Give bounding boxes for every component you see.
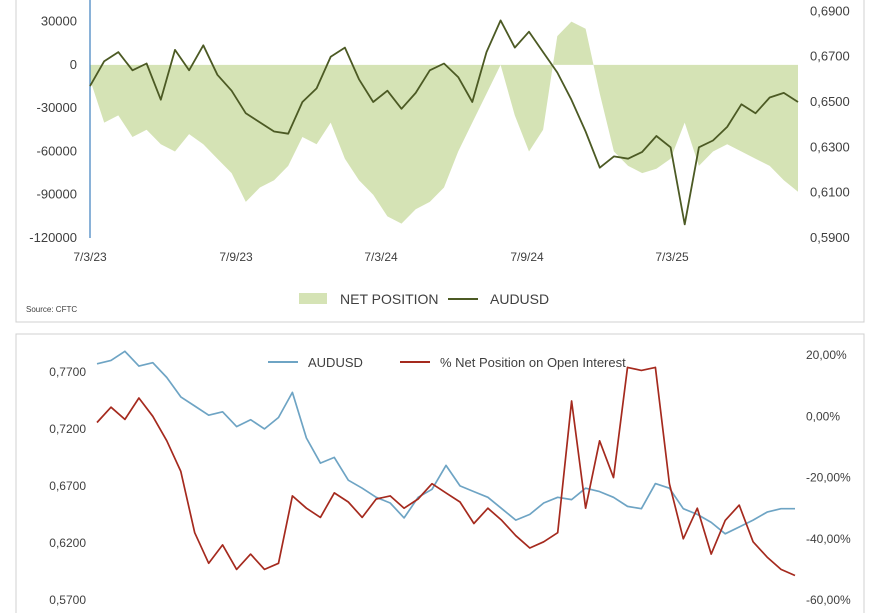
x-tick-label: 7/9/24 xyxy=(510,250,544,264)
x-tick-label: 7/3/25 xyxy=(655,250,689,264)
left-tick-label-2: 0,5700 xyxy=(49,593,86,607)
source-note: Source: CFTC xyxy=(26,305,77,314)
net-position-area xyxy=(90,21,798,224)
top-x-axis-ticks: 7/3/23 7/9/23 7/3/24 7/9/24 7/3/25 xyxy=(73,250,689,264)
left-tick-label: -120000 xyxy=(29,230,77,245)
bottom-series-layer xyxy=(96,350,796,577)
left-tick-label-2: 0,7200 xyxy=(49,422,86,436)
right-tick-label-2: -20,00% xyxy=(806,471,851,485)
legend-label-audusd-2: AUDUSD xyxy=(308,355,363,370)
right-tick-label: 0,6500 xyxy=(810,94,850,109)
right-tick-label: 0,6900 xyxy=(810,3,850,18)
audusd-line xyxy=(89,19,799,226)
left-tick-label: -90000 xyxy=(37,187,77,202)
bottom-chart-frame xyxy=(15,333,865,613)
top-legend: NET POSITION AUDUSD xyxy=(299,291,549,307)
left-tick-label-2: 0,7700 xyxy=(49,365,86,379)
bottom-left-axis-ticks: 0,7700 0,7200 0,6700 0,6200 0,5700 xyxy=(49,365,86,607)
left-tick-label: -60000 xyxy=(37,143,77,158)
right-tick-label-2: 0,00% xyxy=(806,409,840,423)
right-tick-label: 0,6300 xyxy=(810,139,850,154)
right-tick-label-2: 20,00% xyxy=(806,348,847,362)
audusd-line-layer xyxy=(89,19,799,226)
right-tick-label-2: -40,00% xyxy=(806,532,851,546)
net-position-area-layer xyxy=(90,21,798,224)
left-tick-label: 0 xyxy=(70,57,77,72)
x-tick-label: 7/3/23 xyxy=(73,250,107,264)
right-tick-label-2: -60,00% xyxy=(806,593,851,607)
left-tick-label: 30000 xyxy=(41,14,77,29)
right-tick-label: 0,5900 xyxy=(810,230,850,245)
right-tick-label: 0,6100 xyxy=(810,185,850,200)
audusd-line-2 xyxy=(96,350,795,535)
left-tick-label-2: 0,6200 xyxy=(49,536,86,550)
legend-label-net-position: NET POSITION xyxy=(340,291,439,307)
left-tick-label: -30000 xyxy=(37,100,77,115)
audusd-open-interest-chart: AUDUSD % Net Position on Open Interest 0… xyxy=(49,348,851,607)
legend-label-open-interest: % Net Position on Open Interest xyxy=(440,355,626,370)
legend-swatch-net-position xyxy=(299,293,327,304)
top-left-axis-ticks: 30000 0 -30000 -60000 -90000 -120000 xyxy=(29,14,77,245)
x-tick-label: 7/3/24 xyxy=(364,250,398,264)
bottom-legend: AUDUSD % Net Position on Open Interest xyxy=(268,355,626,370)
bottom-right-axis-ticks: 20,00% 0,00% -20,00% -40,00% -60,00% xyxy=(806,348,851,607)
legend-label-audusd: AUDUSD xyxy=(490,291,549,307)
open-interest-line xyxy=(96,366,796,577)
x-tick-label: 7/9/23 xyxy=(219,250,253,264)
right-tick-label: 0,6700 xyxy=(810,49,850,64)
left-tick-label-2: 0,6700 xyxy=(49,479,86,493)
top-right-axis-ticks: 0,6900 0,6700 0,6500 0,6300 0,6100 0,5900 xyxy=(810,3,850,245)
